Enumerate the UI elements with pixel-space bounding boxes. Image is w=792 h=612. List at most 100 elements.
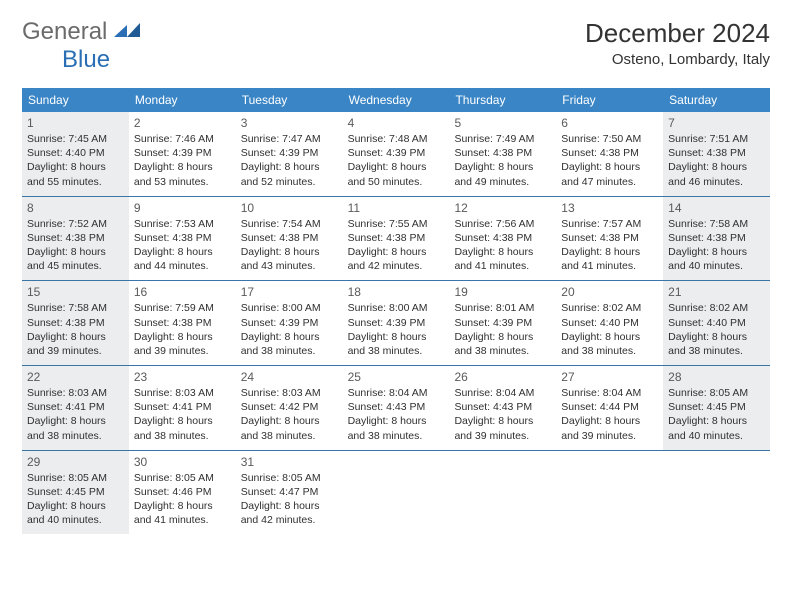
day-info: Sunrise: 8:02 AMSunset: 4:40 PMDaylight:… [561, 301, 658, 358]
day-cell: 13Sunrise: 7:57 AMSunset: 4:38 PMDayligh… [556, 197, 663, 281]
week-row: 8Sunrise: 7:52 AMSunset: 4:38 PMDaylight… [22, 197, 770, 282]
day-info: Sunrise: 7:47 AMSunset: 4:39 PMDaylight:… [241, 132, 338, 189]
day-cell: 4Sunrise: 7:48 AMSunset: 4:39 PMDaylight… [343, 112, 450, 196]
day-number: 20 [561, 285, 658, 299]
day-number: 5 [454, 116, 551, 130]
day-number: 31 [241, 455, 338, 469]
day-header: Saturday [663, 88, 770, 112]
day-cell: 24Sunrise: 8:03 AMSunset: 4:42 PMDayligh… [236, 366, 343, 450]
brand-word-2: Blue [62, 46, 110, 73]
day-number: 22 [27, 370, 124, 384]
day-number: 19 [454, 285, 551, 299]
day-number: 9 [134, 201, 231, 215]
week-row: 22 Sunrise: 8:03 AMSunset: 4:41 PMDayligh… [22, 366, 770, 451]
day-number: 14 [668, 201, 765, 215]
day-number: 6 [561, 116, 658, 130]
day-info: Sunrise: 7:56 AMSunset: 4:38 PMDaylight:… [454, 217, 551, 274]
week-row: 1 Sunrise: 7:45 AMSunset: 4:40 PMDaylight… [22, 112, 770, 197]
location-label: Osteno, Lombardy, Italy [585, 51, 770, 68]
day-number: 11 [348, 201, 445, 215]
day-cell: 22 Sunrise: 8:03 AMSunset: 4:41 PMDayligh… [22, 366, 129, 450]
day-number: 12 [454, 201, 551, 215]
page-header: General Blue December 2024 Osteno, Lomba… [22, 18, 770, 74]
day-info: Sunrise: 7:50 AMSunset: 4:38 PMDaylight:… [561, 132, 658, 189]
day-info: Sunrise: 7:57 AMSunset: 4:38 PMDaylight:… [561, 217, 658, 274]
day-number: 15 [27, 285, 124, 299]
day-header: Sunday [22, 88, 129, 112]
day-number: 21 [668, 285, 765, 299]
day-number: 17 [241, 285, 338, 299]
day-info: Sunrise: 7:45 AMSunset: 4:40 PMDaylight:… [27, 132, 124, 189]
day-info: Sunrise: 7:58 AMSunset: 4:38 PMDaylight:… [668, 217, 765, 274]
day-number: 28 [668, 370, 765, 384]
day-info: Sunrise: 8:05 AMSunset: 4:45 PMDaylight:… [668, 386, 765, 443]
day-info: Sunrise: 8:05 AMSunset: 4:47 PMDaylight:… [241, 471, 338, 528]
brand-word-1: General [22, 18, 107, 45]
brand-logo: General Blue [22, 18, 140, 74]
day-cell: 1 Sunrise: 7:45 AMSunset: 4:40 PMDaylight… [22, 112, 129, 196]
day-number: 8 [27, 201, 124, 215]
day-headers-row: SundayMondayTuesdayWednesdayThursdayFrid… [22, 88, 770, 112]
day-info: Sunrise: 8:05 AMSunset: 4:46 PMDaylight:… [134, 471, 231, 528]
day-cell: 31 Sunrise: 8:05 AMSunset: 4:47 PMDayligh… [236, 451, 343, 535]
day-number: 25 [348, 370, 445, 384]
day-number: 27 [561, 370, 658, 384]
empty-cell [556, 451, 663, 535]
day-number: 29 [27, 455, 124, 469]
day-cell: 6 Sunrise: 7:50 AMSunset: 4:38 PMDaylight… [556, 112, 663, 196]
day-number: 30 [134, 455, 231, 469]
day-info: Sunrise: 7:48 AMSunset: 4:39 PMDaylight:… [348, 132, 445, 189]
day-cell: 25 Sunrise: 8:04 AMSunset: 4:43 PMDayligh… [343, 366, 450, 450]
day-cell: 29 Sunrise: 8:05 AMSunset: 4:45 PMDayligh… [22, 451, 129, 535]
day-cell: 2 Sunrise: 7:46 AMSunset: 4:39 PMDaylight… [129, 112, 236, 196]
day-info: Sunrise: 8:04 AMSunset: 4:44 PMDaylight:… [561, 386, 658, 443]
day-info: Sunrise: 7:46 AMSunset: 4:39 PMDaylight:… [134, 132, 231, 189]
day-info: Sunrise: 8:04 AMSunset: 4:43 PMDaylight:… [454, 386, 551, 443]
day-header: Tuesday [236, 88, 343, 112]
day-cell: 23Sunrise: 8:03 AMSunset: 4:41 PMDayligh… [129, 366, 236, 450]
day-cell: 9 Sunrise: 7:53 AMSunset: 4:38 PMDaylight… [129, 197, 236, 281]
day-info: Sunrise: 8:04 AMSunset: 4:43 PMDaylight:… [348, 386, 445, 443]
day-info: Sunrise: 8:00 AMSunset: 4:39 PMDaylight:… [348, 301, 445, 358]
day-info: Sunrise: 8:03 AMSunset: 4:41 PMDaylight:… [27, 386, 124, 443]
title-block: December 2024 Osteno, Lombardy, Italy [585, 18, 770, 68]
day-cell: 7Sunrise: 7:51 AMSunset: 4:38 PMDaylight… [663, 112, 770, 196]
day-info: Sunrise: 8:03 AMSunset: 4:42 PMDaylight:… [241, 386, 338, 443]
day-cell: 5 Sunrise: 7:49 AMSunset: 4:38 PMDaylight… [449, 112, 556, 196]
day-cell: 11 Sunrise: 7:55 AMSunset: 4:38 PMDayligh… [343, 197, 450, 281]
empty-cell [663, 451, 770, 535]
day-header: Monday [129, 88, 236, 112]
calendar-grid: SundayMondayTuesdayWednesdayThursdayFrid… [22, 88, 770, 534]
empty-cell [343, 451, 450, 535]
day-header: Thursday [449, 88, 556, 112]
day-cell: 20 Sunrise: 8:02 AMSunset: 4:40 PMDayligh… [556, 281, 663, 365]
week-row: 29 Sunrise: 8:05 AMSunset: 4:45 PMDayligh… [22, 451, 770, 535]
day-number: 26 [454, 370, 551, 384]
day-info: Sunrise: 7:54 AMSunset: 4:38 PMDaylight:… [241, 217, 338, 274]
day-number: 2 [134, 116, 231, 130]
day-cell: 10 Sunrise: 7:54 AMSunset: 4:38 PMDayligh… [236, 197, 343, 281]
day-info: Sunrise: 8:05 AMSunset: 4:45 PMDaylight:… [27, 471, 124, 528]
day-cell: 27 Sunrise: 8:04 AMSunset: 4:44 PMDayligh… [556, 366, 663, 450]
day-info: Sunrise: 7:53 AMSunset: 4:38 PMDaylight:… [134, 217, 231, 274]
day-info: Sunrise: 7:51 AMSunset: 4:38 PMDaylight:… [668, 132, 765, 189]
day-number: 10 [241, 201, 338, 215]
day-cell: 19Sunrise: 8:01 AMSunset: 4:39 PMDayligh… [449, 281, 556, 365]
month-title: December 2024 [585, 18, 770, 49]
day-number: 18 [348, 285, 445, 299]
day-cell: 28 Sunrise: 8:05 AMSunset: 4:45 PMDayligh… [663, 366, 770, 450]
day-cell: 30 Sunrise: 8:05 AMSunset: 4:46 PMDayligh… [129, 451, 236, 535]
week-row: 15 Sunrise: 7:58 AMSunset: 4:38 PMDayligh… [22, 281, 770, 366]
day-info: Sunrise: 7:55 AMSunset: 4:38 PMDaylight:… [348, 217, 445, 274]
day-cell: 15 Sunrise: 7:58 AMSunset: 4:38 PMDayligh… [22, 281, 129, 365]
day-cell: 12 Sunrise: 7:56 AMSunset: 4:38 PMDayligh… [449, 197, 556, 281]
day-cell: 8Sunrise: 7:52 AMSunset: 4:38 PMDaylight… [22, 197, 129, 281]
day-cell: 17Sunrise: 8:00 AMSunset: 4:39 PMDayligh… [236, 281, 343, 365]
day-info: Sunrise: 7:49 AMSunset: 4:38 PMDaylight:… [454, 132, 551, 189]
day-number: 1 [27, 116, 124, 130]
day-cell: 16Sunrise: 7:59 AMSunset: 4:38 PMDayligh… [129, 281, 236, 365]
day-cell: 21Sunrise: 8:02 AMSunset: 4:40 PMDayligh… [663, 281, 770, 365]
day-info: Sunrise: 7:58 AMSunset: 4:38 PMDaylight:… [27, 301, 124, 358]
day-cell: 3Sunrise: 7:47 AMSunset: 4:39 PMDaylight… [236, 112, 343, 196]
day-cell: 18 Sunrise: 8:00 AMSunset: 4:39 PMDayligh… [343, 281, 450, 365]
